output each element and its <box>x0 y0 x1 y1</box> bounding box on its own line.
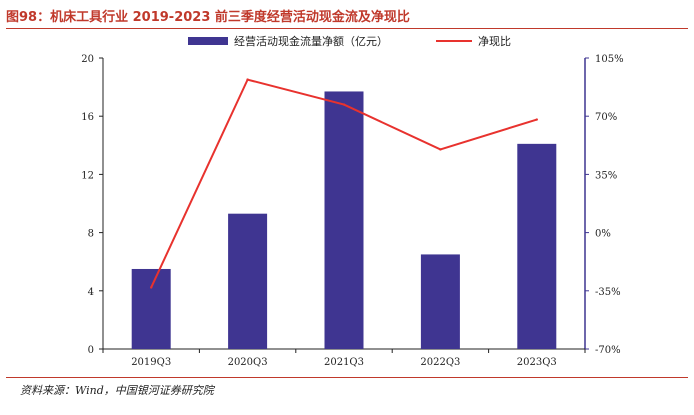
bar <box>517 143 557 349</box>
x-tick-label: 2022Q3 <box>420 357 460 368</box>
y-right-tick-label: 35% <box>595 170 617 181</box>
line-point <box>342 103 346 106</box>
y-right-tick-label: 105% <box>595 54 624 65</box>
legend-swatch-bar <box>188 37 228 45</box>
y-left-tick-label: 4 <box>88 287 94 298</box>
y-left-tick-label: 0 <box>88 345 94 356</box>
bar <box>420 254 460 349</box>
bar <box>324 91 364 349</box>
y-left-tick-label: 12 <box>81 170 94 181</box>
line-series <box>150 78 538 289</box>
legend-label-line: 净现比 <box>478 34 511 48</box>
x-tick-label: 2021Q3 <box>324 357 364 368</box>
line-point <box>150 286 153 289</box>
source-note: 资料来源：Wind，中国银河证券研究院 <box>20 384 214 397</box>
figure-title: 图98：机床工具行业 2019-2023 前三季度经营活动现金流及净现比 <box>6 10 410 25</box>
x-tick-label: 2023Q3 <box>517 357 557 368</box>
bar <box>131 268 171 349</box>
legend-label-bar: 经营活动现金流量净额（亿元） <box>234 34 388 48</box>
y-left-tick-label: 8 <box>88 229 94 240</box>
legend: 经营活动现金流量净额（亿元） 净现比 <box>188 34 511 48</box>
line-point <box>535 118 538 121</box>
y-left-tick-label: 20 <box>81 54 94 65</box>
y-right-tick-label: 70% <box>595 112 617 123</box>
source-rule <box>6 377 688 378</box>
y-left-tick-label: 16 <box>81 112 94 123</box>
title-rule <box>6 28 688 29</box>
x-tick-label: 2020Q3 <box>228 357 268 368</box>
y-right-tick-label: 0% <box>595 229 611 240</box>
bar-series <box>131 91 557 349</box>
x-tick-label: 2019Q3 <box>131 357 171 368</box>
y-right-tick-label: -35% <box>595 287 621 298</box>
y-right-tick-label: -70% <box>595 345 621 356</box>
line-point <box>439 148 442 151</box>
bar <box>228 213 268 349</box>
line-point <box>246 78 249 81</box>
